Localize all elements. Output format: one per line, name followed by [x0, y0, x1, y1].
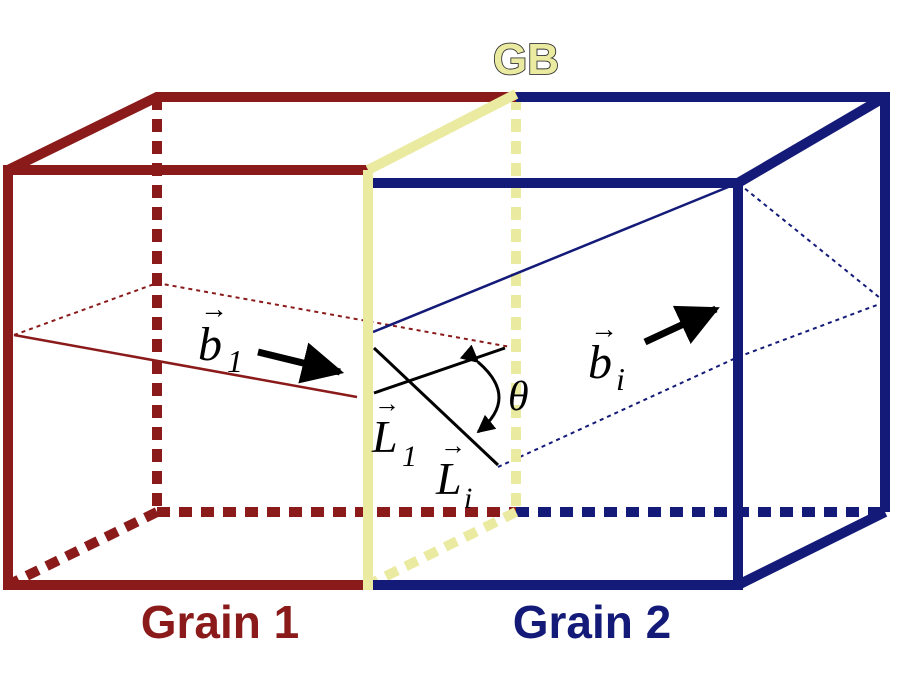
gb-top-diagonal	[365, 89, 519, 175]
bi-symbol: b	[588, 336, 612, 389]
gb-plane	[363, 89, 519, 590]
gb-hidden-edges	[365, 97, 521, 590]
bi-vector-label: → b i	[588, 314, 625, 397]
Li-symbol: L	[435, 453, 462, 504]
theta-label: θ	[508, 374, 529, 420]
grain2-top-right-diagonal	[735, 92, 888, 188]
b1-subscript: 1	[227, 343, 243, 379]
grain2-dislocation-line	[372, 181, 739, 334]
grain2-front-face	[368, 178, 743, 590]
grain1-dislocation-plane-back	[13, 281, 517, 349]
grain2-box	[368, 92, 890, 590]
grain2-hidden-edges	[497, 182, 886, 517]
grain1-label: Grain 1	[141, 596, 300, 648]
grain1-front-face	[3, 165, 373, 590]
grain1-bottom-diagonal	[5, 507, 160, 590]
grain2-bottom-right-diagonal	[735, 507, 888, 590]
grain2-top-back-edge	[516, 92, 890, 512]
grain2-label: Grain 2	[513, 596, 672, 648]
grain2-plane-far-top	[737, 182, 886, 303]
up-right-arrow-icon	[643, 305, 720, 346]
b1-vector-arrow-glyph: →	[200, 294, 228, 325]
grain2-plane-far-edge	[737, 301, 886, 358]
L1-vector-label: → L 1	[371, 389, 417, 473]
L1-vector-arrow-glyph: →	[374, 389, 400, 418]
bi-vector-arrow-glyph: →	[590, 314, 618, 345]
Li-vector-arrow-glyph: →	[440, 431, 466, 460]
bi-subscript: i	[616, 361, 625, 397]
gb-label: GB	[493, 35, 559, 84]
right-arrow-icon	[257, 342, 345, 384]
curved-double-arrow-icon	[459, 344, 501, 434]
Li-vector-line	[372, 346, 500, 467]
grain1-dislocation-line	[13, 333, 358, 399]
b1-vector-label: → b 1	[198, 294, 243, 379]
Li-subscript: i	[464, 482, 472, 515]
L1-subscript: 1	[402, 440, 417, 473]
gb-bottom-diagonal	[365, 507, 519, 590]
grain1-box	[3, 92, 516, 590]
grain1-top-back-edge	[5, 92, 516, 175]
Li-vector-label: → L i	[435, 431, 472, 515]
vectors	[257, 305, 720, 467]
L1-symbol: L	[371, 411, 398, 462]
b1-symbol: b	[198, 318, 222, 371]
